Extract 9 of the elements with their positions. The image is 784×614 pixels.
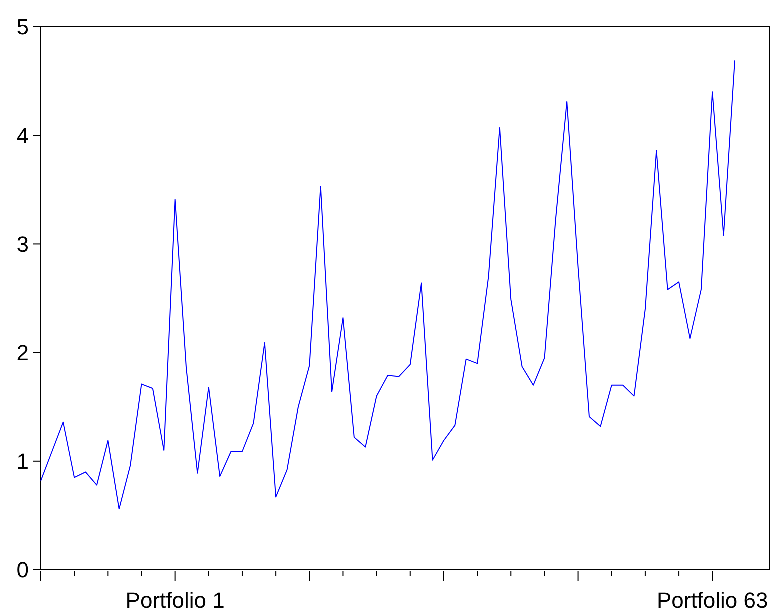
y-tick-label: 3 [16, 232, 29, 257]
x-tick-label: Portfolio 63 [656, 588, 768, 613]
y-tick-label: 4 [16, 123, 29, 148]
y-tick-label: 1 [16, 449, 29, 474]
y-tick-label: 5 [16, 14, 29, 40]
x-tick-label: Portfolio 1 [126, 588, 225, 613]
y-tick-label: 2 [16, 340, 29, 366]
line-series [40, 60, 736, 510]
y-tick-label: 0 [16, 558, 29, 583]
